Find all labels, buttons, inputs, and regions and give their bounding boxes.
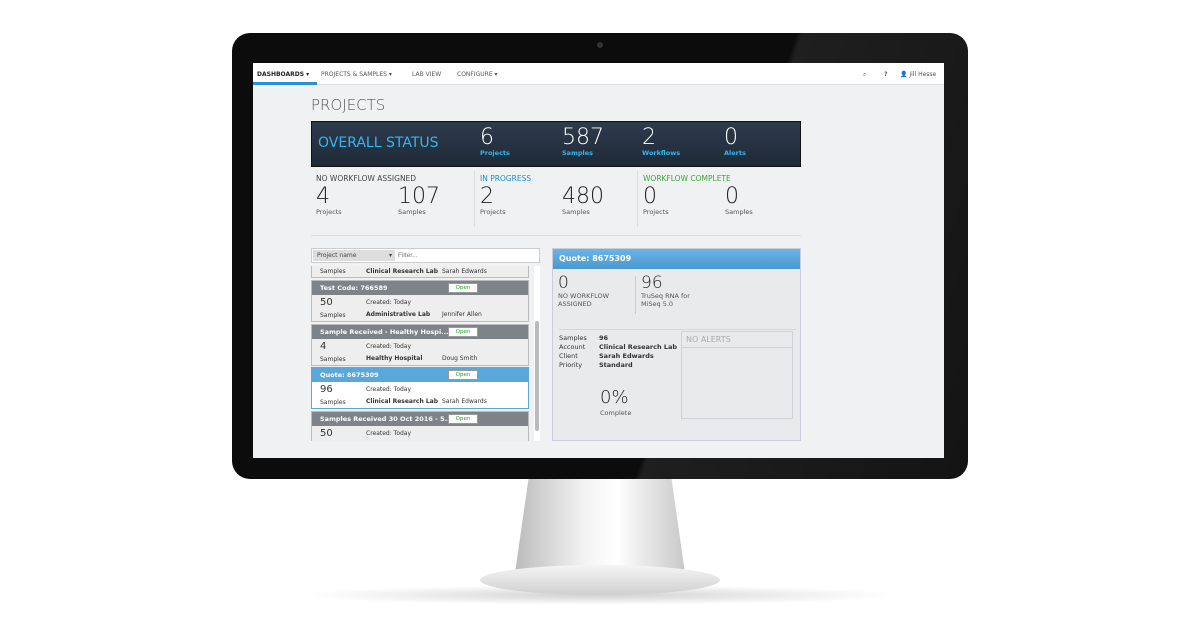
help-icon[interactable]: ? — [884, 71, 888, 78]
group-projects: 2 Projects — [480, 184, 506, 217]
person-name: Sarah Edwards — [442, 268, 487, 275]
samples-label: Samples — [320, 399, 346, 406]
detail-field: Priority Standard — [559, 361, 633, 369]
scrollbar-track[interactable] — [534, 266, 540, 441]
open-button[interactable]: Open — [448, 413, 478, 424]
created-date: Created: Today — [366, 386, 412, 393]
detail-unassigned: 0 NO WORKFLOW ASSIGNED — [558, 273, 610, 308]
group-samples: 0 Samples — [725, 184, 753, 217]
app-screen: DASHBOARDS ▾ PROJECTS & SAMPLES ▾ LAB VI… — [253, 63, 944, 458]
group-projects: 4 Projects — [316, 184, 342, 217]
samples-label: Samples — [320, 355, 346, 363]
group-title: IN PROGRESS — [480, 174, 532, 183]
samples-label: Samples — [320, 268, 346, 275]
top-nav: DASHBOARDS ▾ PROJECTS & SAMPLES ▾ LAB VI… — [253, 63, 944, 85]
lab-name: Clinical Research Lab — [366, 398, 439, 405]
card-title: Quote: 8675309 — [320, 371, 379, 379]
no-alerts-label: NO ALERTS — [682, 332, 792, 348]
scrollbar-thumb[interactable] — [535, 321, 539, 431]
project-card[interactable]: Samples Received 30 Oct 2016 - 5... Open … — [311, 410, 529, 441]
progress-readout: 0% Complete — [600, 387, 632, 417]
stat-projects: 6 Projects — [480, 125, 510, 158]
project-list: Samples Clinical Research Lab Sarah Edwa… — [311, 266, 531, 441]
monitor-shadow — [300, 585, 900, 605]
detail-field: Client Sarah Edwards — [559, 352, 654, 360]
open-button[interactable]: Open — [448, 283, 478, 293]
search-icon[interactable]: ⌕ — [863, 71, 867, 78]
open-button[interactable]: Open — [448, 326, 478, 337]
sample-count: 50 — [320, 427, 333, 439]
divider — [311, 235, 801, 236]
project-card[interactable]: Sample Received - Healthy Hospi... Open 4… — [311, 323, 529, 366]
created-date: Created: Today — [366, 429, 412, 437]
overall-status-title: OVERALL STATUS — [318, 135, 439, 151]
group-projects: 0 Projects — [643, 184, 669, 217]
detail-title: Quote: 8675309 — [553, 249, 800, 269]
samples-label: Samples — [320, 312, 346, 319]
lab-name: Clinical Research Lab — [366, 268, 439, 275]
filter-input[interactable] — [398, 250, 536, 261]
group-title: NO WORKFLOW ASSIGNED — [316, 174, 417, 183]
person-name: Sarah Edwards — [442, 398, 487, 405]
sample-count: 50 — [320, 297, 333, 308]
project-card[interactable]: Quote: 8675309 Open 96 Samples Created: T… — [311, 367, 529, 409]
group-title: WORKFLOW COMPLETE — [643, 174, 731, 183]
user-icon: 👤 — [900, 71, 908, 78]
lab-name: Administrative Lab — [366, 311, 431, 318]
status-group: NO WORKFLOW ASSIGNED 4 Projects 107 Sample… — [311, 171, 471, 227]
monitor-stand — [515, 478, 685, 573]
card-title: Samples Received 30 Oct 2016 - 5... — [320, 414, 453, 423]
sample-count: 4 — [320, 340, 327, 352]
card-title: Sample Received - Healthy Hospi... — [320, 327, 449, 336]
nav-dashboards[interactable]: DASHBOARDS ▾ — [257, 71, 310, 78]
list-item[interactable]: Samples Clinical Research Lab Sarah Edwa… — [311, 266, 529, 278]
active-tab-indicator — [253, 82, 317, 85]
detail-workflow: 96 TruSeq RNA for MiSeq 5.0 — [641, 273, 690, 308]
monitor-base — [480, 565, 720, 595]
divider — [559, 329, 796, 330]
user-menu[interactable]: 👤 Jill Hesse — [900, 71, 937, 78]
overall-status-banner: OVERALL STATUS 6 Projects 587 Samples 2 Wor… — [311, 121, 801, 167]
stat-samples: 587 Samples — [562, 125, 604, 158]
filter-bar: Project name ▾ — [311, 248, 540, 263]
group-samples: 480 Samples — [562, 184, 604, 217]
nav-lab-view[interactable]: LAB VIEW — [412, 71, 442, 78]
project-name-select[interactable]: Project name ▾ — [313, 250, 395, 261]
stat-workflows: 2 Workflows — [642, 125, 681, 158]
person-name: Doug Smith — [442, 354, 478, 362]
nav-projects-samples[interactable]: PROJECTS & SAMPLES ▾ — [321, 71, 392, 78]
status-group: WORKFLOW COMPLETE 0 Projects 0 Samples — [637, 171, 797, 227]
created-date: Created: Today — [366, 299, 412, 306]
project-card[interactable]: Test Code: 766589 Open 50 Samples Created… — [311, 280, 529, 322]
divider — [635, 276, 636, 314]
nav-configure[interactable]: CONFIGURE ▾ — [457, 71, 498, 78]
detail-field: Account Clinical Research Lab — [559, 343, 678, 351]
lab-name: Healthy Hospital — [366, 354, 423, 362]
detail-field: Samples 96 — [559, 334, 609, 342]
card-title: Test Code: 766589 — [320, 284, 388, 292]
open-button[interactable]: Open — [448, 370, 478, 380]
created-date: Created: Today — [366, 342, 412, 350]
person-name: Jennifer Allen — [442, 311, 482, 318]
alerts-box: NO ALERTS — [681, 331, 793, 419]
page-title: PROJECTS — [311, 96, 386, 114]
group-samples: 107 Samples — [398, 184, 440, 217]
project-detail-panel: Quote: 8675309 0 NO WORKFLOW ASSIGNED 96 T… — [552, 248, 801, 441]
sample-count: 96 — [320, 384, 333, 395]
stat-alerts: 0 Alerts — [724, 125, 746, 158]
status-group: IN PROGRESS 2 Projects 480 Samples — [474, 171, 634, 227]
camera-icon — [597, 42, 603, 48]
